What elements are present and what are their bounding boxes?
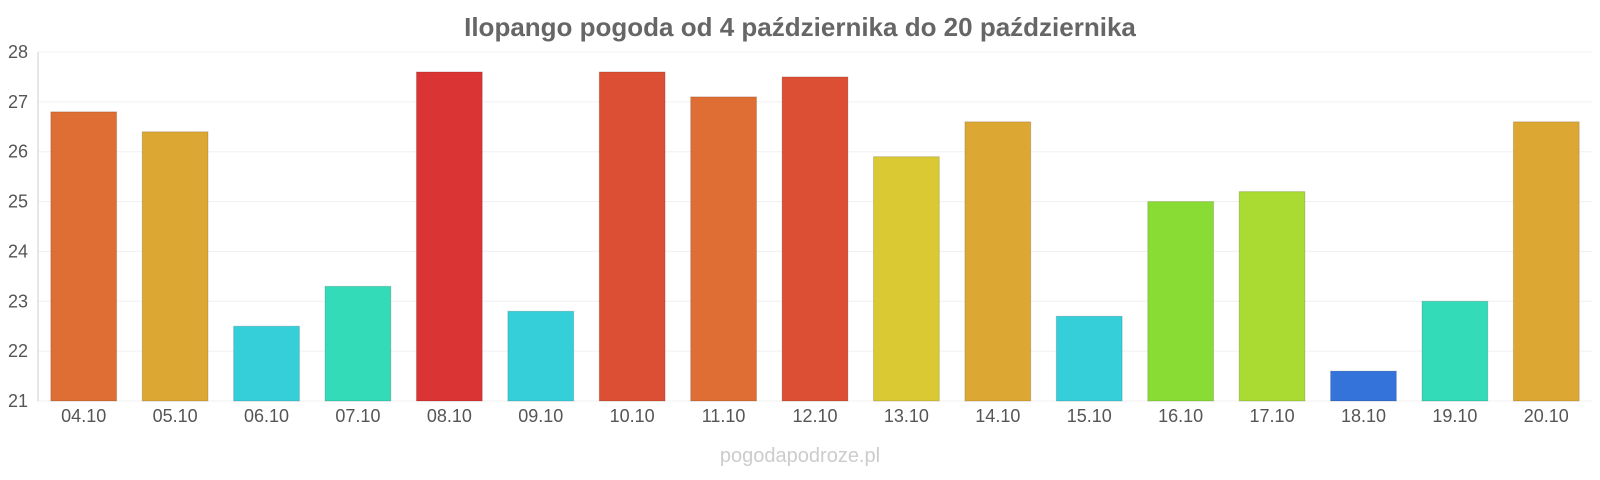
bar-06.10 [233, 325, 300, 402]
bar-20.10 [1512, 121, 1580, 402]
x-tick-label: 11.10 [702, 406, 746, 426]
x-tick-label: 04.10 [61, 406, 106, 426]
y-axis: 21 22 23 24 25 26 27 28 [8, 42, 39, 411]
x-tick-label: 19.10 [1432, 406, 1477, 426]
bar-08.10 [415, 71, 483, 402]
x-tick-label: 14.10 [975, 406, 1020, 426]
x-tick-label: 17.10 [1250, 406, 1295, 426]
x-tick-label: 13.10 [884, 406, 929, 426]
watermark: pogodapodroze.pl [720, 445, 880, 467]
y-tick-label: 23 [8, 291, 28, 311]
bar-07.10 [324, 285, 392, 402]
x-tick-label: 18.10 [1341, 406, 1386, 426]
x-tick-label: 15.10 [1067, 406, 1112, 426]
bar-16.10 [1147, 201, 1215, 402]
bar-17.10 [1238, 191, 1306, 402]
x-tick-label: 07.10 [335, 406, 380, 426]
bar-05.10 [141, 131, 209, 402]
y-tick-label: 27 [8, 92, 28, 112]
bar-09.10 [507, 310, 575, 402]
x-tick-label: 16.10 [1158, 406, 1203, 426]
bar-18.10 [1330, 370, 1397, 402]
x-tick-label: 05.10 [153, 406, 198, 426]
x-tick-label: 09.10 [518, 406, 563, 426]
chart-title: Ilopango pogoda od 4 października do 20 … [464, 12, 1136, 42]
y-tick-label: 28 [8, 42, 28, 62]
y-tick-label: 21 [8, 391, 28, 411]
y-tick-label: 25 [8, 192, 28, 212]
bars [50, 71, 1580, 402]
y-tick-label: 22 [8, 341, 28, 361]
bar-13.10 [873, 156, 940, 402]
bar-11.10 [690, 96, 757, 402]
x-tick-label: 12.10 [792, 406, 837, 426]
x-tick-label: 06.10 [244, 406, 289, 426]
bar-04.10 [50, 111, 118, 402]
bar-15.10 [1055, 315, 1123, 402]
x-tick-label: 20.10 [1524, 406, 1569, 426]
x-tick-label: 08.10 [427, 406, 472, 426]
bar-10.10 [598, 71, 666, 402]
y-tick-label: 26 [8, 142, 28, 162]
bar-19.10 [1421, 300, 1489, 402]
x-tick-label: 10.10 [610, 406, 655, 426]
bar-14.10 [964, 121, 1032, 402]
bar-12.10 [781, 76, 849, 402]
x-axis: 04.10 05.10 06.10 07.10 08.10 09.10 10.10 11.10… [61, 406, 1569, 426]
y-tick-label: 24 [8, 241, 28, 261]
